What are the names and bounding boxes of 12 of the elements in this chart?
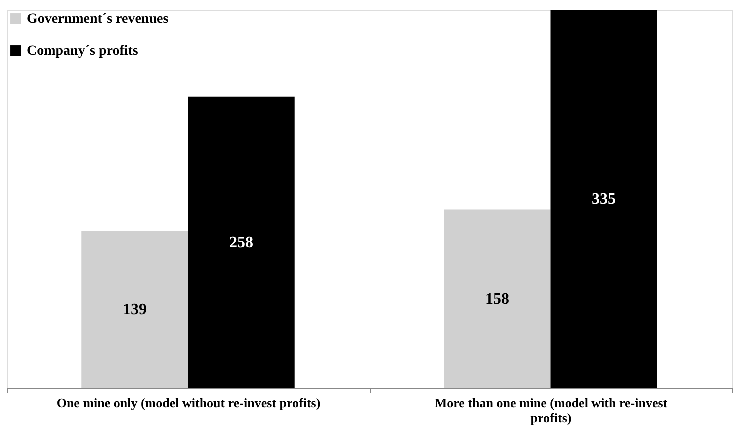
x-tick-label: More than one mine (model with re-invest profits) bbox=[434, 396, 668, 426]
data-label: 335 bbox=[592, 191, 616, 208]
x-tick-label: One mine only (model without re-invest profits) bbox=[56, 396, 321, 410]
legend-label: Company´s profits bbox=[27, 44, 139, 59]
data-label: 258 bbox=[230, 234, 254, 252]
bar bbox=[550, 10, 658, 388]
bar bbox=[444, 210, 551, 388]
data-label: 158 bbox=[485, 290, 510, 308]
data-label: 139 bbox=[122, 302, 147, 319]
bar bbox=[188, 96, 295, 388]
bar bbox=[82, 231, 188, 388]
legend-label: Government´s revenues bbox=[27, 12, 170, 27]
